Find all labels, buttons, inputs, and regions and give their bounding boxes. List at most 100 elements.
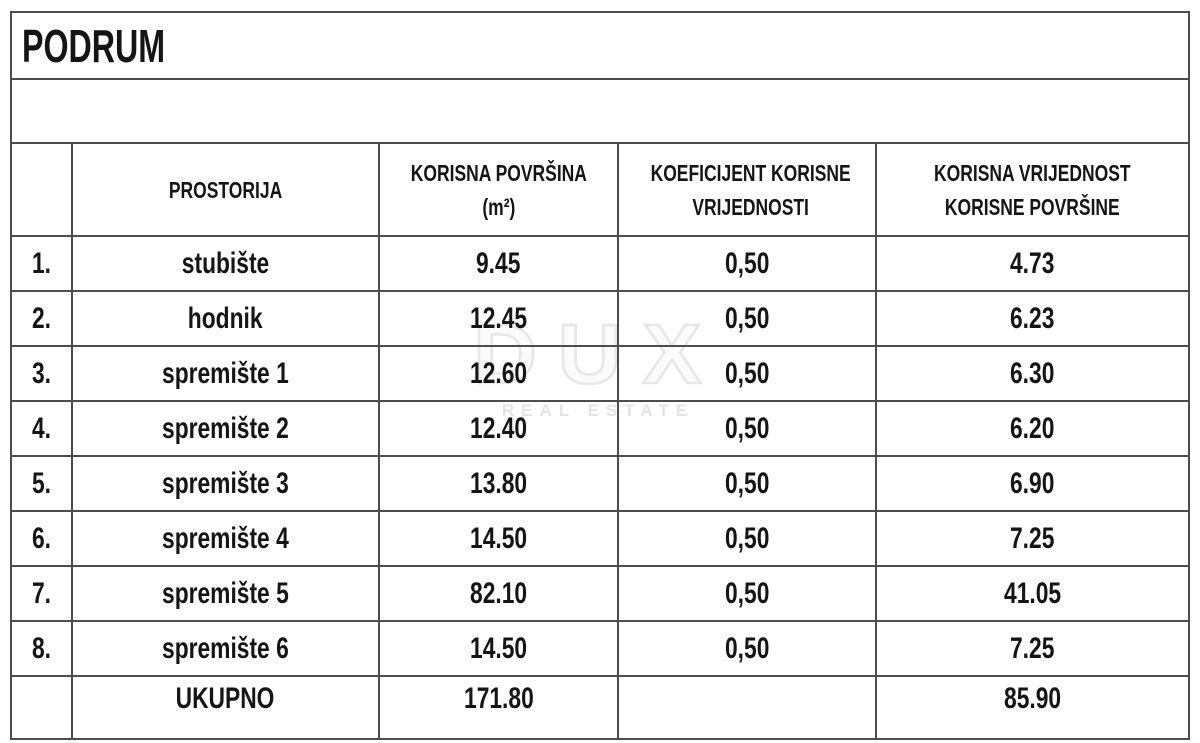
total-label-cell: UKUPNO	[71, 675, 380, 740]
cell-text: hodnik	[188, 301, 263, 335]
cell-text: stubište	[181, 246, 270, 280]
table-sheet: PODRUM PROSTORIJA	[9, 11, 1191, 740]
cell-text: 0,50	[724, 411, 770, 445]
cell-text: 2.	[31, 301, 52, 335]
table-row: 1. stubište 9.45 0,50 4.73	[10, 235, 1191, 292]
cell-text: 12.40	[469, 411, 528, 445]
header-prostorija: PROSTORIJA	[71, 142, 380, 237]
useful-value-cell: 6.20	[874, 400, 1191, 457]
cell-text: 171.80	[463, 682, 534, 715]
row-number-cell: 1.	[10, 235, 73, 292]
header-korisna-povrsina: KORISNA POVRŠINA (m²)	[378, 142, 619, 237]
area-cell: 9.45	[378, 235, 619, 292]
room-name-cell: spremište 2	[71, 400, 380, 457]
coefficient-cell: 0,50	[617, 510, 877, 567]
property-area-table: PODRUM PROSTORIJA	[9, 11, 1191, 740]
spacer-cell	[9, 78, 1191, 144]
useful-value-cell: 6.90	[874, 455, 1191, 512]
table-total-row: UKUPNO 171.80 85.90	[10, 675, 1191, 740]
cell-text: spremište 5	[162, 576, 289, 610]
table-row: 7. spremište 5 82.10 0,50 41.05	[10, 565, 1191, 622]
cell-text: 14.50	[469, 521, 528, 555]
cell-text: 9.45	[476, 246, 521, 280]
coefficient-cell: 0,50	[617, 565, 877, 622]
row-number-cell: 6.	[10, 510, 73, 567]
cell-text: 85.90	[1003, 682, 1062, 715]
cell-text: 0,50	[724, 301, 770, 335]
row-number-cell: 2.	[10, 290, 73, 347]
room-name-cell: hodnik	[71, 290, 380, 347]
useful-value-cell: 6.30	[874, 345, 1191, 402]
cell-text: spremište 2	[162, 411, 289, 445]
coefficient-cell: 0,50	[617, 620, 877, 677]
cell-text: 0,50	[724, 576, 770, 610]
cell-text: spremište 1	[162, 356, 289, 390]
title-row: PODRUM	[9, 11, 1191, 80]
table-row: 2. hodnik 12.45 0,50 6.23	[10, 290, 1191, 347]
header-line: PROSTORIJA	[168, 176, 283, 203]
header-koeficijent: KOEFICIJENT KORISNE VRIJEDNOSTI	[617, 142, 877, 237]
coefficient-cell: 0,50	[617, 345, 877, 402]
coefficient-cell: 0,50	[617, 455, 877, 512]
cell-text: 12.60	[469, 356, 528, 390]
header-number	[10, 142, 73, 237]
cell-text: 41.05	[1003, 576, 1062, 610]
area-cell: 12.40	[378, 400, 619, 457]
row-number-cell: 4.	[10, 400, 73, 457]
cell-text: 7.25	[1010, 631, 1055, 665]
cell-text: 82.10	[469, 576, 528, 610]
header-line: (m²)	[481, 193, 515, 220]
page-title-cell: PODRUM	[9, 11, 1191, 80]
cell-text: 6.23	[1010, 301, 1055, 335]
header-line: KOEFICIJENT KORISNE	[650, 159, 851, 186]
useful-value-cell: 7.25	[874, 620, 1191, 677]
page-title: PODRUM	[22, 19, 166, 72]
cell-text: 13.80	[469, 466, 528, 500]
room-name-cell: spremište 6	[71, 620, 380, 677]
table-row: 4. spremište 2 12.40 0,50 6.20	[10, 400, 1191, 457]
header-line: KORISNE POVRŠINE	[945, 193, 1120, 220]
useful-value-cell: 6.23	[874, 290, 1191, 347]
cell-text: spremište 6	[162, 631, 289, 665]
cell-text: spremište 4	[162, 521, 289, 555]
cell-text: spremište 3	[162, 466, 289, 500]
room-name-cell: spremište 1	[71, 345, 380, 402]
cell-text: 5.	[31, 466, 52, 500]
room-name-cell: stubište	[71, 235, 380, 292]
cell-text: UKUPNO	[176, 682, 275, 715]
cell-text: 14.50	[469, 631, 528, 665]
total-value-cell: 85.90	[874, 675, 1191, 740]
cell-text: 0,50	[724, 521, 770, 555]
cell-text: 0,50	[724, 466, 770, 500]
area-cell: 82.10	[378, 565, 619, 622]
header-line: VRIJEDNOSTI	[692, 193, 809, 220]
cell-text: 6.90	[1010, 466, 1055, 500]
room-name-cell: spremište 3	[71, 455, 380, 512]
cell-text: 12.45	[469, 301, 528, 335]
header-line: KORISNA POVRŠINA	[410, 159, 587, 186]
row-number-cell: 5.	[10, 455, 73, 512]
area-cell: 12.60	[378, 345, 619, 402]
cell-text: 6.	[31, 521, 52, 555]
cell-text: 0,50	[724, 356, 770, 390]
header-korisna-vrijednost: KORISNA VRIJEDNOST KORISNE POVRŠINE	[874, 142, 1191, 237]
cell-text: 4.	[31, 411, 52, 445]
table-header-row: PROSTORIJA KORISNA POVRŠINA (m²) KOEFICI…	[10, 142, 1191, 237]
row-number-cell: 7.	[10, 565, 73, 622]
area-cell: 14.50	[378, 620, 619, 677]
coefficient-cell	[617, 675, 877, 740]
useful-value-cell: 41.05	[874, 565, 1191, 622]
cell-text: 6.20	[1010, 411, 1055, 445]
cell-text: 0,50	[724, 631, 770, 665]
header-line: KORISNA VRIJEDNOST	[934, 159, 1131, 186]
cell-text: 1.	[31, 246, 52, 280]
table-row: 6. spremište 4 14.50 0,50 7.25	[10, 510, 1191, 567]
row-number-cell: 3.	[10, 345, 73, 402]
table-row: 8. spremište 6 14.50 0,50 7.25	[10, 620, 1191, 677]
row-number-cell: 8.	[10, 620, 73, 677]
coefficient-cell: 0,50	[617, 400, 877, 457]
table-row: 3. spremište 1 12.60 0,50 6.30	[10, 345, 1191, 402]
area-cell: 14.50	[378, 510, 619, 567]
useful-value-cell: 7.25	[874, 510, 1191, 567]
